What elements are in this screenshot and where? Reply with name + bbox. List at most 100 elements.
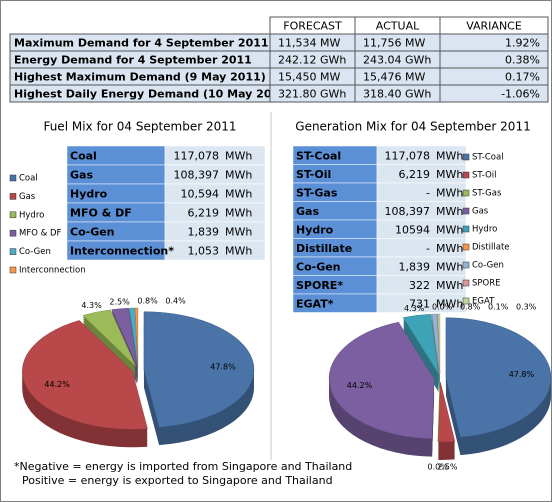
table-value: 1,839 — [188, 226, 220, 239]
row-label: ST-Oil — [296, 168, 331, 181]
slice-label: 2.5% — [437, 463, 458, 472]
row-label: ST-Coal — [296, 149, 341, 162]
slice — [328, 321, 435, 439]
table-value: 321.80 GWh — [278, 88, 346, 101]
table-value: - — [426, 242, 430, 255]
slice-label: 0.1% — [488, 302, 509, 311]
legend-label: Hydro — [19, 210, 44, 220]
slice — [134, 307, 139, 367]
legend-swatch — [462, 153, 470, 161]
generation-mix-title: Generation Mix for 04 September 2011 — [295, 120, 530, 134]
unit: MWh — [436, 279, 463, 292]
legend-label: Gas — [472, 207, 489, 217]
slice-label: 4.3% — [404, 304, 425, 313]
slice-label: 4.3% — [81, 301, 102, 310]
row-label: Energy Demand for 4 September 2011 — [14, 54, 252, 67]
row-label: Hydro — [296, 223, 334, 236]
row-label: EGAT* — [296, 297, 334, 310]
table-value: -1.06% — [501, 88, 540, 101]
unit: MWh — [225, 169, 252, 182]
legend-label: Gas — [19, 192, 36, 202]
row-label: Gas — [70, 169, 93, 182]
slice-label: 47.8% — [509, 370, 535, 379]
legend-label: SPORE — [472, 279, 501, 289]
row-label: Coal — [70, 150, 97, 163]
table-value: 243.04 GWh — [363, 54, 431, 67]
unit: MWh — [436, 242, 463, 255]
table-value: 731 — [409, 297, 430, 310]
legend-swatch — [462, 225, 470, 233]
slice-label: 0.8% — [137, 297, 158, 306]
unit: MWh — [436, 223, 463, 236]
unit: MWh — [436, 149, 463, 162]
slice — [111, 307, 138, 367]
column-header: FORECAST — [283, 20, 342, 33]
slice — [402, 313, 439, 375]
table-value: 11,756 MW — [363, 37, 425, 50]
row-label: Gas — [296, 205, 319, 218]
table-value: 117,078 — [174, 150, 220, 163]
slice-side — [129, 310, 138, 369]
footnote: Positive = energy is exported to Singapo… — [22, 474, 333, 487]
legend-label: Co-Gen — [19, 247, 51, 257]
table-value: 117,078 — [385, 149, 431, 162]
row-label: Co-Gen — [70, 226, 115, 239]
slice-label: 0.3% — [516, 302, 537, 311]
row-label: Distillate — [296, 242, 352, 255]
unit: MWh — [436, 205, 463, 218]
unit: MWh — [436, 168, 463, 181]
slice-label: 2.5% — [109, 297, 130, 306]
table-value: 1,839 — [399, 260, 431, 273]
slice-label: 0.4% — [165, 297, 186, 306]
unit: MWh — [436, 186, 463, 199]
table-value: - — [426, 186, 430, 199]
slice-label: 44.2% — [44, 380, 70, 389]
legend-label: Hydro — [472, 225, 497, 235]
legend-label: EGAT — [472, 297, 495, 307]
legend-swatch — [462, 261, 470, 269]
table-value: 11,534 MW — [278, 37, 340, 50]
row-label: Interconnection* — [70, 245, 174, 258]
value-cell — [164, 240, 266, 261]
unit: MWh — [225, 207, 252, 220]
slice — [143, 311, 255, 428]
table-value: 10594 — [395, 223, 430, 236]
table-value: 0.17% — [505, 71, 540, 84]
legend-swatch — [462, 297, 470, 305]
legend-label: Co-Gen — [472, 261, 504, 271]
legend-swatch — [462, 171, 470, 179]
row-label: Co-Gen — [296, 260, 341, 273]
legend-label: MFO & DF — [19, 229, 61, 239]
legend-label: ST-Coal — [472, 153, 504, 163]
slice — [22, 320, 148, 430]
table-value: 6,219 — [188, 207, 220, 220]
footnote: *Negative = energy is imported from Sing… — [14, 460, 352, 473]
slice-label: 44.2% — [347, 381, 373, 390]
slice — [445, 317, 552, 438]
legend-swatch — [9, 248, 17, 255]
row-label: MFO & DF — [70, 207, 132, 220]
table-value: 1.92% — [505, 37, 540, 50]
legend-label: Interconnection — [19, 266, 86, 276]
row-label: Maximum Demand for 4 September 2011 — [14, 37, 269, 50]
slice-label: 0.0% — [428, 463, 449, 472]
legend-label: ST-Oil — [472, 171, 497, 181]
unit: MWh — [436, 297, 463, 310]
table-value: 242.12 GWh — [278, 54, 346, 67]
column-header: VARIANCE — [466, 20, 522, 33]
column-header: ACTUAL — [376, 20, 420, 33]
legend-label: Distillate — [472, 243, 510, 253]
legend-swatch — [462, 243, 470, 251]
unit: MWh — [225, 226, 252, 239]
legend-swatch — [462, 189, 470, 197]
unit: MWh — [225, 150, 252, 163]
table-value: 322 — [409, 279, 430, 292]
legend-swatch — [9, 174, 17, 182]
fuel-mix-title: Fuel Mix for 04 September 2011 — [43, 120, 236, 134]
table-value: 10,594 — [181, 188, 220, 201]
slice — [82, 309, 137, 367]
slice-side — [431, 318, 440, 379]
table-value: 318.40 GWh — [363, 88, 431, 101]
legend-swatch — [462, 207, 470, 215]
